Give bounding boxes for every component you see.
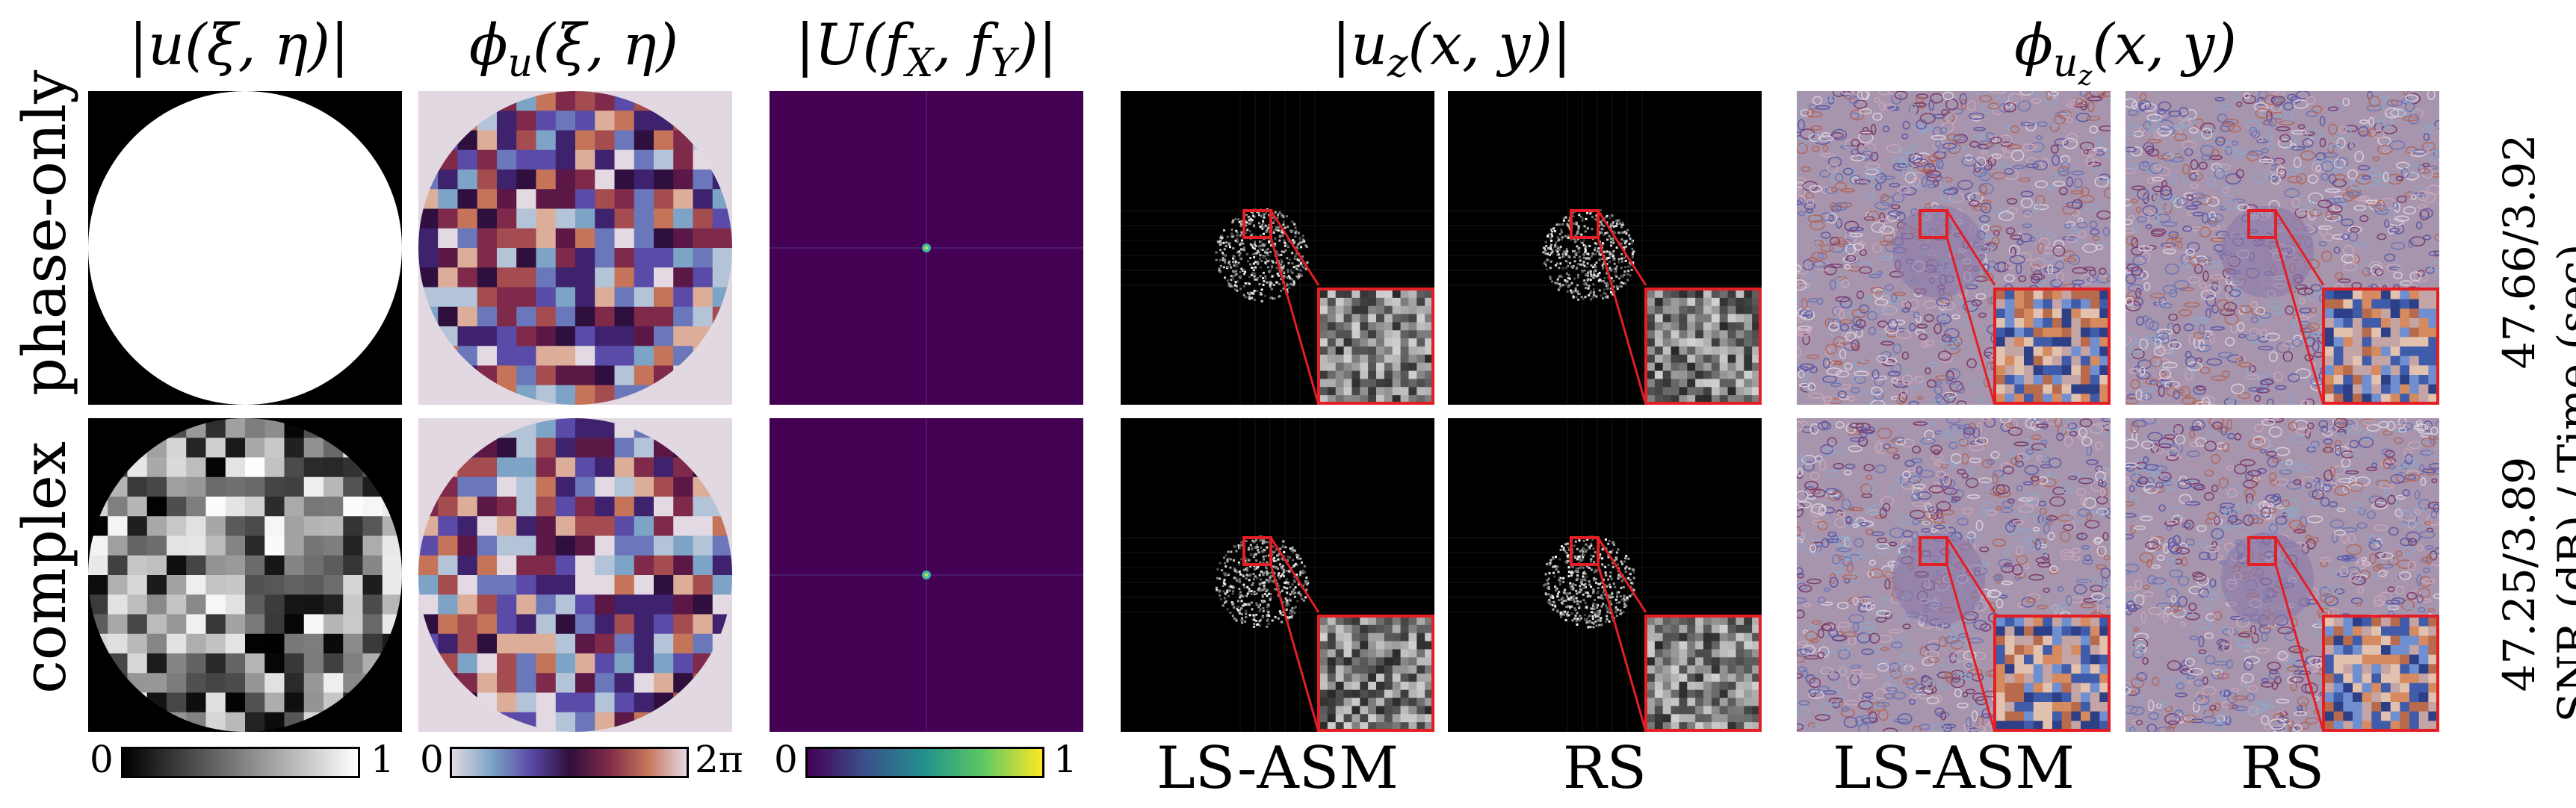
label-lsasm-phase: LS-ASM bbox=[1832, 735, 2075, 802]
panel-spectrum-complex bbox=[770, 418, 1083, 732]
metric-top: 47.66/3.92 bbox=[2494, 134, 2545, 370]
header-spectrum: |U(fX, fY)| bbox=[795, 11, 1058, 87]
panel-phase-output-rs-phase-only bbox=[2125, 91, 2439, 405]
cbar-phase-min: 0 bbox=[420, 738, 444, 781]
panel-phase-output-rs-complex bbox=[2125, 418, 2439, 732]
label-rs-phase: RS bbox=[2240, 735, 2325, 802]
panel-phase-input-complex bbox=[418, 418, 732, 732]
colorbar-phase bbox=[450, 747, 689, 778]
panel-amp-input-complex bbox=[88, 418, 402, 732]
row-label-phase-only: phase-only bbox=[10, 69, 79, 396]
row-label-complex: complex bbox=[10, 441, 79, 694]
panel-amp-output-lsasm-phase-only bbox=[1121, 91, 1434, 405]
colorbar-spectrum bbox=[805, 747, 1044, 778]
cbar-spectrum-min: 0 bbox=[774, 738, 798, 781]
metric-caption: SNR (dB) / Time (sec) bbox=[2548, 243, 2576, 723]
panel-phase-output-lsasm-phase-only bbox=[1797, 91, 2111, 405]
cbar-spectrum-max: 1 bbox=[1053, 738, 1077, 781]
panel-amp-output-rs-phase-only bbox=[1448, 91, 1762, 405]
panel-phase-input-phase-only bbox=[418, 91, 732, 405]
panel-amp-input-phase-only bbox=[88, 91, 402, 405]
label-rs-amp: RS bbox=[1562, 735, 1647, 802]
panel-amp-output-lsasm-complex bbox=[1121, 418, 1434, 732]
header-amp-input: |u(ξ, η)| bbox=[129, 11, 350, 78]
cbar-gray-min: 0 bbox=[90, 738, 114, 781]
colorbar-gray bbox=[121, 747, 360, 778]
metric-bottom: 47.25/3.89 bbox=[2494, 456, 2545, 692]
panel-phase-output-lsasm-complex bbox=[1797, 418, 2111, 732]
label-lsasm-amp: LS-ASM bbox=[1156, 735, 1399, 802]
panel-spectrum-phase-only bbox=[770, 91, 1083, 405]
cbar-gray-max: 1 bbox=[371, 738, 394, 781]
panel-amp-output-rs-complex bbox=[1448, 418, 1762, 732]
header-phase-output: ϕuz(x, y) bbox=[2014, 11, 2237, 92]
header-phase-input: ϕu(ξ, η) bbox=[468, 11, 679, 87]
header-amp-output: |uz(x, y)| bbox=[1331, 11, 1572, 87]
cbar-phase-max: 2π bbox=[695, 738, 743, 781]
